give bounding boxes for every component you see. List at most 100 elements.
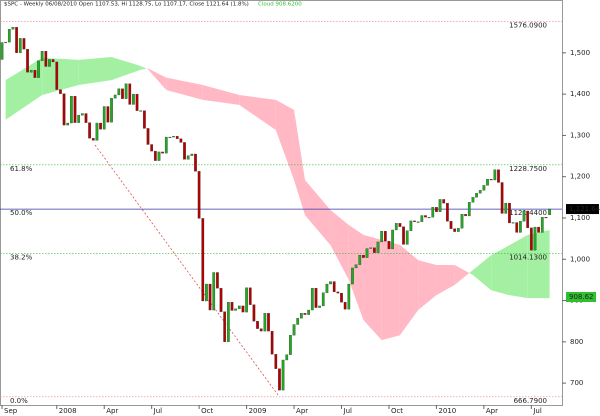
candle bbox=[128, 83, 132, 105]
y-tick-label: 1,300 bbox=[570, 131, 590, 139]
candle bbox=[212, 272, 216, 311]
candle bbox=[66, 122, 70, 126]
cloud-segment bbox=[146, 68, 149, 70]
candle bbox=[124, 83, 128, 99]
candle bbox=[548, 208, 551, 216]
candle bbox=[511, 222, 515, 224]
fib-value: 1228.7500 bbox=[509, 165, 547, 173]
candle bbox=[44, 51, 48, 67]
candle bbox=[402, 226, 405, 245]
candle bbox=[70, 96, 73, 124]
cloud-segment bbox=[363, 234, 382, 341]
chart-title: $SPC - Weekly 06/08/2010 Open 1107.53, H… bbox=[4, 2, 249, 8]
cloud-segment bbox=[111, 56, 141, 81]
candle bbox=[226, 302, 230, 342]
candle bbox=[281, 359, 285, 391]
candle bbox=[139, 110, 143, 112]
candle bbox=[464, 214, 467, 217]
candle bbox=[478, 190, 482, 194]
candle bbox=[504, 202, 508, 214]
candle bbox=[307, 309, 311, 315]
candle bbox=[391, 229, 394, 250]
x-tick-label: Apr bbox=[106, 407, 118, 415]
candle bbox=[362, 254, 365, 258]
candle bbox=[296, 318, 300, 325]
x-tick-label: Jul bbox=[532, 407, 542, 415]
candle bbox=[91, 138, 95, 141]
cloud-segment bbox=[491, 245, 510, 296]
candle bbox=[7, 29, 11, 43]
candle bbox=[205, 283, 208, 302]
candle bbox=[380, 231, 384, 243]
candle bbox=[29, 70, 33, 73]
cloud-segment bbox=[509, 234, 528, 299]
candle bbox=[270, 330, 274, 355]
candle bbox=[0, 42, 4, 60]
candle bbox=[526, 210, 530, 229]
cloud-segment bbox=[381, 239, 400, 341]
candle bbox=[456, 228, 460, 232]
candle bbox=[475, 193, 478, 198]
candle bbox=[416, 221, 420, 223]
last-close-badge bbox=[566, 204, 599, 215]
candle bbox=[18, 38, 22, 53]
candle bbox=[153, 150, 157, 161]
x-tick-label: Jul bbox=[343, 407, 353, 415]
cloud-segment bbox=[140, 66, 147, 70]
candle bbox=[161, 151, 164, 154]
candle bbox=[194, 153, 197, 172]
cloud-segment bbox=[399, 244, 419, 336]
candle bbox=[325, 283, 329, 293]
candle bbox=[529, 227, 533, 251]
candle bbox=[11, 27, 15, 30]
candle bbox=[383, 231, 387, 242]
candle bbox=[146, 128, 150, 145]
candle bbox=[33, 70, 37, 78]
candle bbox=[40, 51, 44, 61]
y-tick-label: 1,200 bbox=[570, 173, 590, 181]
candle bbox=[157, 151, 161, 161]
candle bbox=[197, 171, 201, 219]
candle bbox=[186, 155, 190, 160]
candle bbox=[431, 207, 435, 218]
candle bbox=[540, 217, 544, 233]
candle bbox=[248, 287, 252, 305]
cloud-segment bbox=[418, 260, 437, 311]
candle bbox=[467, 202, 471, 217]
cloud-segment bbox=[469, 270, 473, 275]
cloud-segment bbox=[527, 229, 550, 299]
candle bbox=[376, 241, 380, 253]
candle bbox=[289, 335, 292, 355]
candle bbox=[113, 94, 117, 99]
candle bbox=[343, 302, 347, 310]
candle bbox=[59, 89, 62, 94]
cloud-segment bbox=[305, 180, 331, 246]
candle bbox=[438, 199, 442, 212]
cloud-segment bbox=[454, 265, 470, 285]
x-tick-label: Jul bbox=[153, 407, 163, 415]
candle bbox=[544, 217, 548, 219]
candle bbox=[4, 41, 8, 44]
candle bbox=[321, 292, 325, 307]
candle bbox=[143, 110, 146, 129]
candle bbox=[537, 226, 540, 233]
y-tick-label: 700 bbox=[570, 379, 583, 387]
candle bbox=[435, 207, 438, 212]
candle bbox=[208, 283, 212, 311]
candle bbox=[413, 220, 416, 222]
y-tick-label: 1,500 bbox=[570, 49, 590, 57]
candle bbox=[285, 354, 289, 361]
candle bbox=[332, 281, 336, 293]
candle bbox=[329, 281, 332, 285]
x-tick-label: Apr bbox=[296, 407, 308, 415]
candle bbox=[48, 59, 51, 67]
candle bbox=[88, 122, 91, 139]
candle bbox=[387, 240, 391, 250]
candle bbox=[300, 313, 303, 319]
candle bbox=[482, 185, 486, 191]
candle bbox=[15, 27, 18, 53]
candle bbox=[365, 248, 369, 258]
cloud-segment bbox=[5, 57, 43, 120]
candle bbox=[216, 272, 219, 289]
fib-value: 666.7900 bbox=[514, 397, 547, 405]
